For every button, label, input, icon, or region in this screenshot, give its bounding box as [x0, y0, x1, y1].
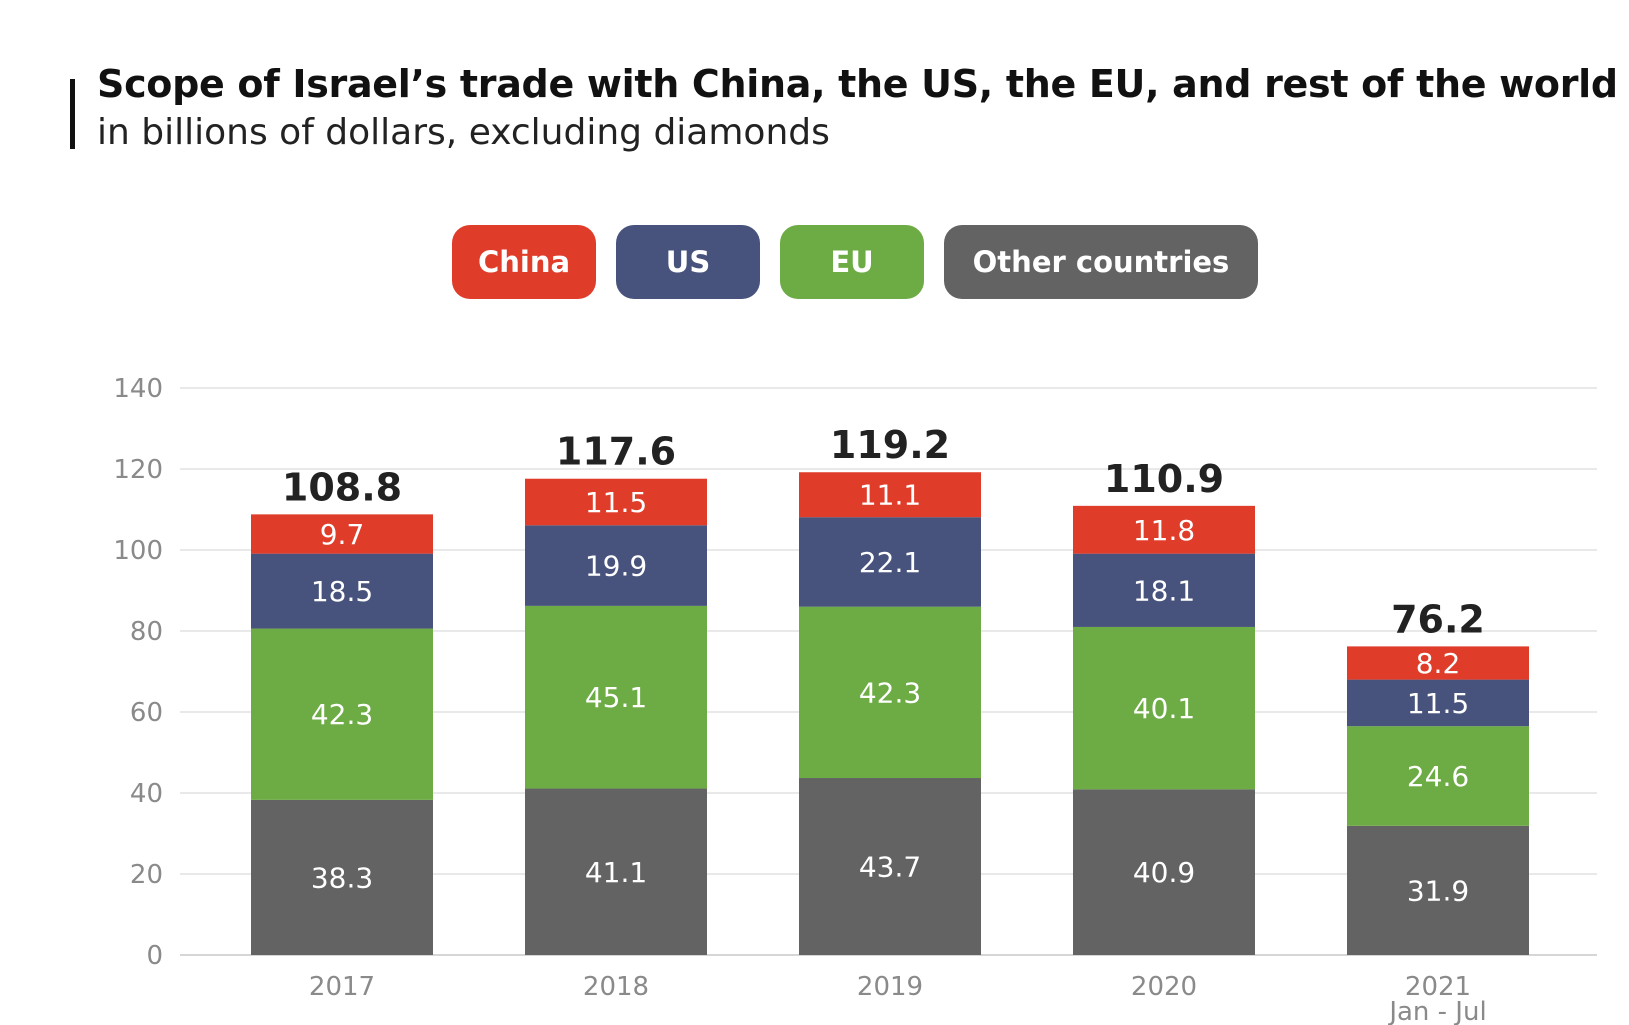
segment-value-label: 18.1 [1133, 574, 1195, 607]
bar-segment [1347, 679, 1529, 727]
legend-item-china: China [452, 225, 596, 299]
legend: China US EU Other countries [0, 225, 1629, 299]
bar-segment [1073, 626, 1255, 790]
legend-item-eu: EU [780, 225, 924, 299]
segment-value-label: 40.1 [1133, 692, 1195, 725]
y-tick-label: 140 [113, 374, 163, 404]
bar-segment [251, 514, 433, 554]
bar-segment [525, 605, 707, 789]
bar-segment [1073, 505, 1255, 554]
y-tick-label: 60 [130, 698, 163, 728]
chart-title: Scope of Israel’s trade with China, the … [97, 62, 1618, 106]
segment-value-label: 45.1 [585, 681, 647, 714]
x-tick-label: 2018 [583, 972, 649, 1002]
bar-segment [799, 778, 981, 955]
bar-segment [251, 628, 433, 800]
bar-segment [1347, 726, 1529, 826]
y-tick-label: 40 [130, 779, 163, 809]
bar-total-label: 76.2 [1391, 597, 1485, 641]
legend-item-us: US [616, 225, 760, 299]
x-tick-label: 2021 [1405, 972, 1471, 1002]
segment-value-label: 41.1 [585, 856, 647, 889]
segment-value-label: 38.3 [311, 861, 373, 894]
segment-value-label: 11.1 [859, 479, 921, 512]
x-tick-label: 2017 [309, 972, 375, 1002]
segment-value-label: 19.9 [585, 550, 647, 583]
bar-segment [525, 788, 707, 955]
bar-segment [1347, 646, 1529, 680]
bar-total-label: 110.9 [1104, 457, 1224, 501]
bar-segment [1073, 789, 1255, 955]
bar-segment [251, 553, 433, 629]
bar-segment [525, 525, 707, 606]
segment-value-label: 18.5 [311, 575, 373, 608]
bar-segment [251, 799, 433, 955]
segment-value-label: 11.8 [1133, 514, 1195, 547]
chart-subtitle: in billions of dollars, excluding diamon… [97, 112, 830, 153]
bar-total-label: 108.8 [282, 465, 402, 509]
title-accent-bar [70, 79, 75, 149]
segment-value-label: 11.5 [585, 486, 647, 519]
x-tick-label: 2020 [1131, 972, 1197, 1002]
segment-value-label: 8.2 [1416, 647, 1461, 680]
segment-value-label: 31.9 [1407, 874, 1469, 907]
bar-segment [1073, 553, 1255, 627]
y-tick-label: 20 [130, 860, 163, 890]
y-tick-label: 80 [130, 617, 163, 647]
segment-value-label: 42.3 [859, 676, 921, 709]
bar-segment [1347, 825, 1529, 955]
segment-value-label: 42.3 [311, 698, 373, 731]
bar-segment [799, 517, 981, 607]
segment-value-label: 24.6 [1407, 760, 1469, 793]
y-tick-label: 120 [113, 455, 163, 485]
bar-segment [799, 606, 981, 779]
segment-value-label: 22.1 [859, 546, 921, 579]
segment-value-label: 11.5 [1407, 687, 1469, 720]
legend-item-other-countries: Other countries [944, 225, 1258, 299]
y-tick-label: 0 [146, 941, 163, 971]
segment-value-label: 43.7 [859, 851, 921, 884]
bar-total-label: 117.6 [556, 430, 676, 474]
x-tick-label: 2019 [857, 972, 923, 1002]
x-tick-sublabel: Jan - Jul [1387, 997, 1486, 1025]
segment-value-label: 9.7 [320, 518, 365, 551]
bar-total-label: 119.2 [830, 423, 950, 467]
segment-value-label: 40.9 [1133, 856, 1195, 889]
y-tick-label: 100 [113, 536, 163, 566]
bar-segment [525, 478, 707, 526]
bar-segment [799, 472, 981, 518]
